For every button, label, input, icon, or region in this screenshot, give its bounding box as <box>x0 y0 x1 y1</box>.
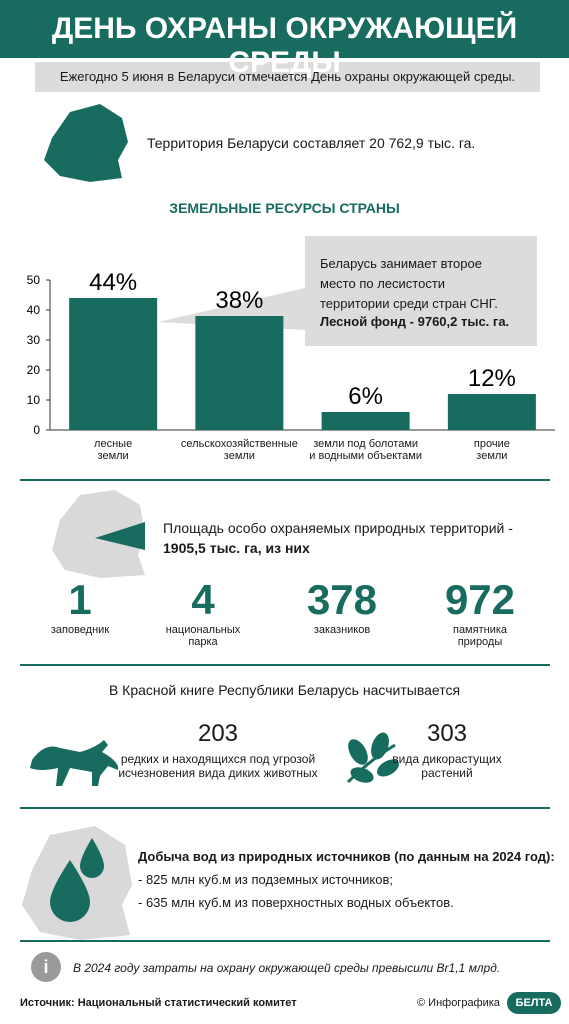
callout-text: Беларусь занимает второе место по лесист… <box>320 256 498 311</box>
red-book-label: редких и находящихся под угрозой исчезно… <box>118 752 318 780</box>
info-icon <box>31 952 61 982</box>
red-book-value: 203 <box>197 720 239 747</box>
protected-text: Площадь особо охраняемых природных терри… <box>163 520 513 536</box>
divider <box>20 664 550 666</box>
note: В 2024 году затраты на охрану окружающей… <box>73 961 501 975</box>
callout-bold: Лесной фонд - 9760,2 тыс. га. <box>320 314 510 329</box>
water-item: - 635 млн куб.м из поверхностных водных … <box>138 895 454 910</box>
x-tick-label: сельскохозяйственные земли <box>180 438 298 462</box>
plant-icon <box>346 743 396 784</box>
red-book-label: вида дикорастущих растений <box>392 752 502 780</box>
stat-value: 4 <box>191 576 215 623</box>
y-tick-label: 40 <box>27 303 41 317</box>
credit: © Инфографика <box>417 997 500 1009</box>
logo: БЕЛТА <box>515 997 553 1009</box>
bar <box>195 316 284 430</box>
intro-box <box>35 62 540 92</box>
bar <box>447 394 536 430</box>
leaf <box>377 759 399 777</box>
y-tick-label: 0 <box>33 423 40 437</box>
stat-value: 1 <box>68 576 92 623</box>
stat-label: заказников <box>313 624 371 636</box>
drop-icon <box>50 860 90 922</box>
header-band <box>0 0 569 58</box>
y-tick-label: 50 <box>27 273 41 287</box>
territory: Территория Беларуси составляет 20 762,9 … <box>147 135 476 151</box>
stat-label: национальных парка <box>165 624 241 648</box>
stat-value: 378 <box>306 576 378 623</box>
red-book-title: В Красной книге Республики Беларусь насч… <box>108 682 461 698</box>
map-icon <box>52 490 145 578</box>
value-label: 6% <box>348 383 383 410</box>
callout-box <box>305 236 537 346</box>
stat-value: 972 <box>444 576 516 623</box>
x-tick-label: земли под болотами и водными объектами <box>309 438 422 462</box>
stat-label: заповедник <box>50 624 110 636</box>
logo-bg <box>507 992 561 1014</box>
source: Источник: Национальный статистический ко… <box>20 997 297 1009</box>
drop-icon <box>80 838 104 878</box>
divider <box>20 479 550 481</box>
value-label: 38% <box>215 287 263 314</box>
red-book-value: 303 <box>426 720 468 747</box>
bar <box>69 298 158 430</box>
stat-label: памятника природы <box>452 624 508 648</box>
map-icon <box>44 104 128 182</box>
y-tick-label: 20 <box>27 363 41 377</box>
y-tick-label: 30 <box>27 333 41 347</box>
leaf <box>350 767 374 783</box>
value-label: 44% <box>89 269 137 296</box>
info-glyph: i <box>43 957 48 977</box>
leaf <box>348 739 368 765</box>
arrow-icon <box>95 522 145 550</box>
value-label: 12% <box>468 365 516 392</box>
water-title: Добыча вод из природных источников (по д… <box>138 849 555 864</box>
title: ДЕНЬ ОХРАНЫ ОКРУЖАЮЩЕЙ СРЕДЫ <box>51 12 518 79</box>
x-tick-label: лесные земли <box>94 438 133 462</box>
x-tick-label: прочие земли <box>473 438 510 462</box>
protected-bold: 1905,5 тыс. га, из них <box>163 540 310 556</box>
chart-title: ЗЕМЕЛЬНЫЕ РЕСУРСЫ СТРАНЫ <box>169 200 400 216</box>
leaf <box>371 732 389 760</box>
y-tick-label: 10 <box>27 393 41 407</box>
fox-icon <box>30 740 119 786</box>
divider <box>20 940 550 942</box>
divider <box>20 807 550 809</box>
intro: Ежегодно 5 июня в Беларуси отмечается Де… <box>59 69 516 84</box>
water-item: - 825 млн куб.м из подземных источников; <box>138 872 393 887</box>
bar <box>321 412 410 430</box>
